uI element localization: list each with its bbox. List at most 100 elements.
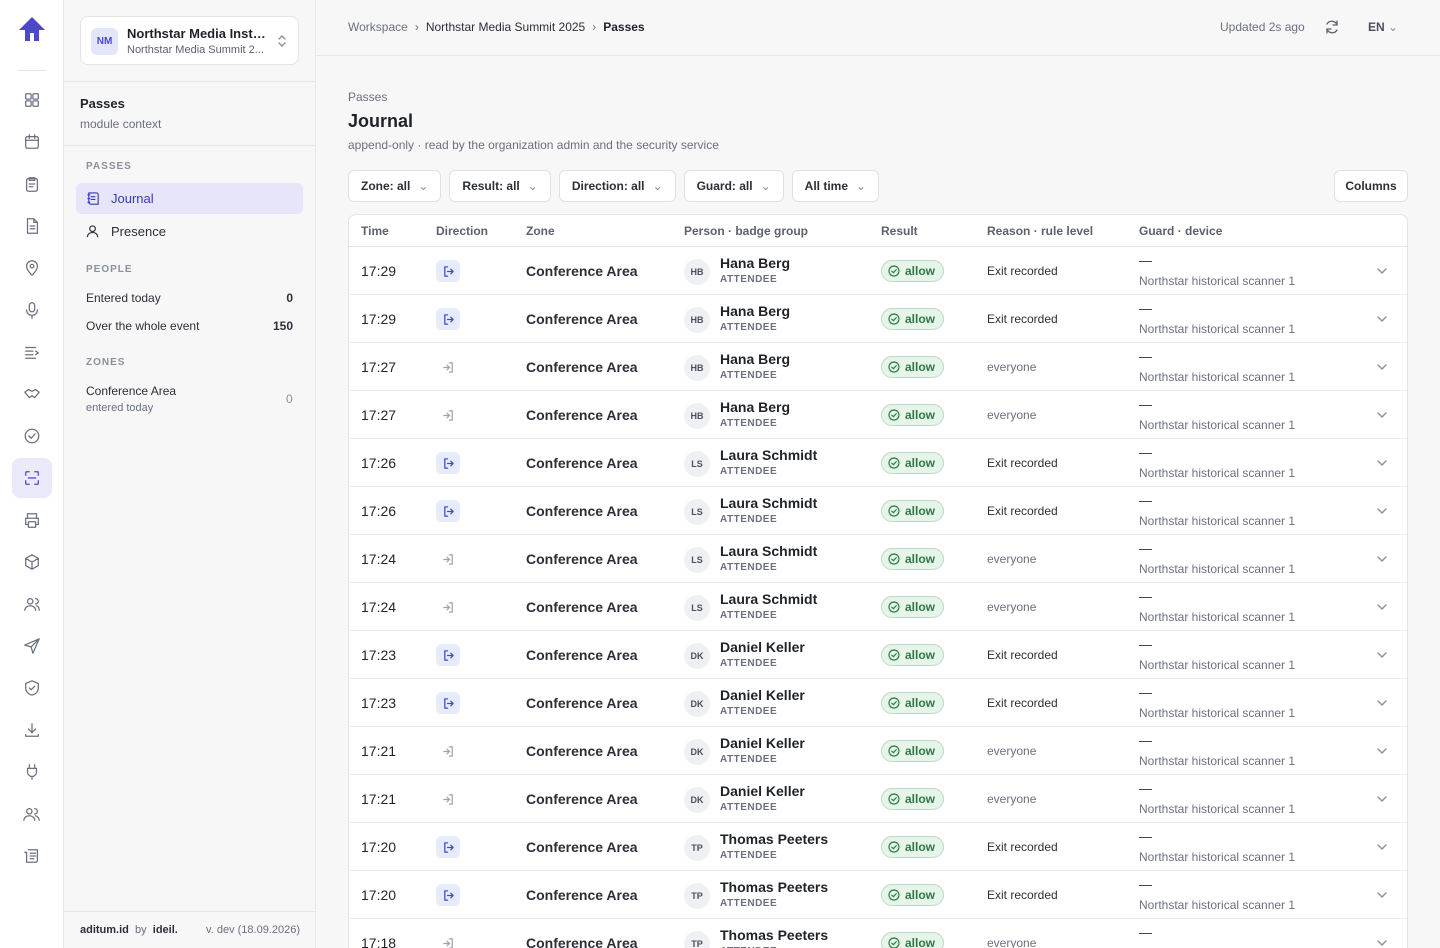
row-device: Northstar historical scanner 1: [1139, 370, 1296, 384]
table-row[interactable]: 17:26 Conference Area LS Laura Schmidt ATTEN…: [349, 439, 1407, 487]
rail-item-shield[interactable]: [12, 668, 52, 708]
table-row[interactable]: 17:23 Conference Area DK Daniel Keller ATTEN…: [349, 679, 1407, 727]
table-row[interactable]: 17:24 Conference Area LS Laura Schmidt ATTEN…: [349, 583, 1407, 631]
columns-button[interactable]: Columns: [1334, 170, 1408, 202]
result-label: allow: [905, 792, 936, 806]
row-guard: —: [1139, 301, 1152, 316]
footer-brand[interactable]: aditum.id: [80, 924, 129, 936]
column-header-guard[interactable]: Guard · device: [1139, 224, 1223, 238]
footer-maker[interactable]: ideil.: [152, 924, 178, 936]
table-row[interactable]: 17:29 Conference Area HB Hana Berg ATTENDEE a…: [349, 295, 1407, 343]
column-header-direction[interactable]: Direction: [436, 224, 489, 238]
rail-item-send[interactable]: [12, 626, 52, 666]
person-name[interactable]: Thomas Peeters: [720, 831, 829, 847]
nav-item-journal[interactable]: Journal: [76, 183, 303, 214]
rail-item-agenda[interactable]: [12, 332, 52, 372]
person-name[interactable]: Laura Schmidt: [720, 495, 818, 511]
table-row[interactable]: 17:18 Conference Area TP Thomas Peeters ATTE…: [349, 919, 1407, 948]
app-logo-icon[interactable]: [16, 14, 48, 46]
table-row[interactable]: 17:27 Conference Area HB Hana Berg ATTENDEE a…: [349, 343, 1407, 391]
column-header-time[interactable]: Time: [361, 224, 389, 238]
org-switcher[interactable]: NM Northstar Media Instit... Northstar M…: [80, 16, 299, 65]
expand-row-icon[interactable]: [1375, 648, 1389, 662]
table-row[interactable]: 17:24 Conference Area LS Laura Schmidt ATTEN…: [349, 535, 1407, 583]
status-badge: allow: [881, 356, 945, 378]
person-name[interactable]: Daniel Keller: [720, 735, 805, 751]
table-row[interactable]: 17:27 Conference Area HB Hana Berg ATTENDEE a…: [349, 391, 1407, 439]
person-name[interactable]: Thomas Peeters: [720, 927, 829, 943]
filter-time[interactable]: All time ⌄: [791, 170, 880, 202]
expand-row-icon[interactable]: [1375, 792, 1389, 806]
expand-row-icon[interactable]: [1375, 264, 1389, 278]
expand-row-icon[interactable]: [1375, 504, 1389, 518]
rail-item-users[interactable]: [12, 584, 52, 624]
row-time: 17:21: [361, 791, 397, 807]
rail-item-check-circle[interactable]: [12, 416, 52, 456]
person-name[interactable]: Laura Schmidt: [720, 543, 818, 559]
table-row[interactable]: 17:29 Conference Area HB Hana Berg ATTENDEE a…: [349, 247, 1407, 295]
person-name[interactable]: Hana Berg: [720, 303, 791, 319]
expand-row-icon[interactable]: [1375, 408, 1389, 422]
rail-item-clipboard[interactable]: [12, 164, 52, 204]
rail-item-handshake[interactable]: [12, 374, 52, 414]
rail-item-download[interactable]: [12, 710, 52, 750]
expand-row-icon[interactable]: [1375, 840, 1389, 854]
expand-row-icon[interactable]: [1375, 696, 1389, 710]
stat-label: Over the whole event: [86, 319, 200, 333]
table-row[interactable]: 17:26 Conference Area LS Laura Schmidt ATTEN…: [349, 487, 1407, 535]
person-name[interactable]: Laura Schmidt: [720, 591, 818, 607]
row-reason: Exit recorded: [987, 264, 1058, 278]
person-name[interactable]: Laura Schmidt: [720, 447, 818, 463]
column-header-reason[interactable]: Reason · rule level: [987, 224, 1094, 238]
enter-icon: [436, 548, 460, 570]
column-header-person[interactable]: Person · badge group: [684, 224, 809, 238]
rail-item-microphone[interactable]: [12, 290, 52, 330]
expand-row-icon[interactable]: [1375, 456, 1389, 470]
column-header-result[interactable]: Result: [881, 224, 918, 238]
person-name[interactable]: Daniel Keller: [720, 639, 805, 655]
rail-item-plug[interactable]: [12, 752, 52, 792]
expand-row-icon[interactable]: [1375, 744, 1389, 758]
row-time: 17:23: [361, 647, 397, 663]
filter-zone[interactable]: Zone: all ⌄: [348, 170, 442, 202]
expand-row-icon[interactable]: [1375, 600, 1389, 614]
rail-item-package[interactable]: [12, 542, 52, 582]
column-header-zone[interactable]: Zone: [526, 224, 555, 238]
filter-result[interactable]: Result: all ⌄: [449, 170, 551, 202]
person-name[interactable]: Hana Berg: [720, 255, 791, 271]
rail-item-location[interactable]: [12, 248, 52, 288]
breadcrumb-event[interactable]: Northstar Media Summit 2025: [425, 20, 586, 34]
person-name[interactable]: Thomas Peeters: [720, 879, 829, 895]
table-row[interactable]: 17:20 Conference Area TP Thomas Peeters ATTE…: [349, 823, 1407, 871]
nav-item-presence[interactable]: Presence: [76, 216, 303, 247]
table-row[interactable]: 17:23 Conference Area DK Daniel Keller ATTEN…: [349, 631, 1407, 679]
divider: [64, 145, 316, 146]
expand-row-icon[interactable]: [1375, 312, 1389, 326]
filter-direction[interactable]: Direction: all ⌄: [558, 170, 676, 202]
expand-row-icon[interactable]: [1375, 888, 1389, 902]
person-name[interactable]: Hana Berg: [720, 399, 791, 415]
rail-item-document[interactable]: [12, 206, 52, 246]
language-select[interactable]: EN ⌄: [1368, 20, 1398, 34]
row-reason: Exit recorded: [987, 312, 1058, 326]
rail-item-scan[interactable]: [12, 458, 52, 498]
rail-item-ledger[interactable]: [12, 836, 52, 876]
badge-group: ATTENDEE: [720, 514, 778, 525]
rail-item-calendar[interactable]: [12, 122, 52, 162]
rail-item-printer[interactable]: [12, 500, 52, 540]
person-name[interactable]: Daniel Keller: [720, 783, 805, 799]
person-name[interactable]: Daniel Keller: [720, 687, 805, 703]
table-row[interactable]: 17:21 Conference Area DK Daniel Keller ATTEN…: [349, 775, 1407, 823]
rail-item-dashboard[interactable]: [12, 80, 52, 120]
expand-row-icon[interactable]: [1375, 552, 1389, 566]
table-row[interactable]: 17:21 Conference Area DK Daniel Keller ATTEN…: [349, 727, 1407, 775]
row-time: 17:29: [361, 263, 397, 279]
filter-guard[interactable]: Guard: all ⌄: [683, 170, 784, 202]
expand-row-icon[interactable]: [1375, 360, 1389, 374]
rail-item-team[interactable]: [12, 794, 52, 834]
breadcrumb-workspace[interactable]: Workspace: [348, 20, 408, 34]
table-row[interactable]: 17:20 Conference Area TP Thomas Peeters ATTE…: [349, 871, 1407, 919]
expand-row-icon[interactable]: [1375, 936, 1389, 948]
refresh-icon[interactable]: [1324, 19, 1340, 35]
person-name[interactable]: Hana Berg: [720, 351, 791, 367]
